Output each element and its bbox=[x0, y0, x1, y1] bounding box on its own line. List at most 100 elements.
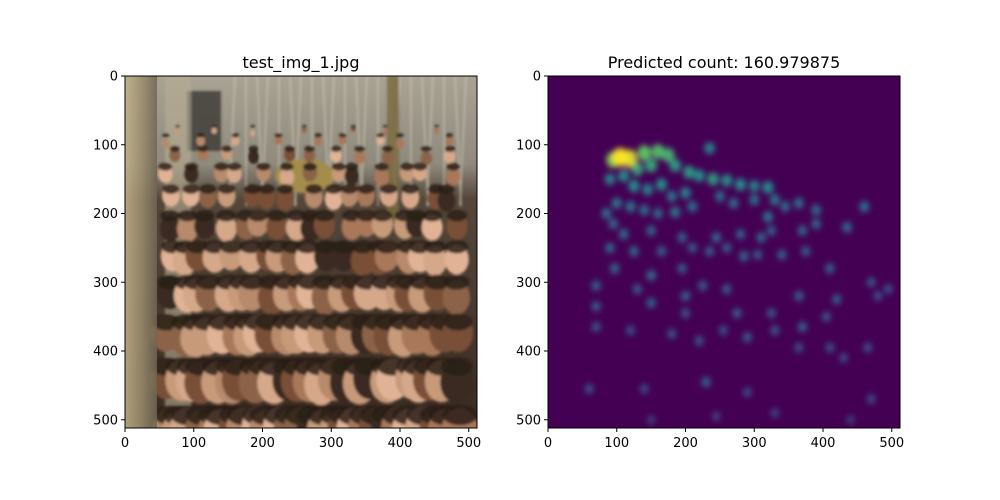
density-blob bbox=[680, 290, 691, 302]
density-blob bbox=[722, 242, 732, 254]
density-xtick-label: 500 bbox=[879, 436, 904, 451]
photo-frame bbox=[124, 75, 478, 429]
photo-xtick-label: 400 bbox=[388, 436, 413, 451]
density-blob bbox=[742, 332, 752, 343]
photo-title: test_img_1.jpg bbox=[243, 53, 360, 73]
photo-xtick-label: 200 bbox=[250, 436, 275, 451]
density-blob bbox=[705, 246, 715, 257]
density-blob bbox=[719, 325, 728, 336]
density-blob bbox=[646, 297, 656, 309]
density-blob bbox=[639, 204, 650, 216]
density-blob bbox=[767, 308, 776, 319]
density-blob bbox=[822, 311, 831, 322]
density-blob bbox=[642, 183, 653, 196]
density-blob bbox=[640, 383, 649, 394]
photo-xtick-label: 0 bbox=[121, 436, 129, 451]
density-blob bbox=[631, 161, 644, 176]
density-blob bbox=[770, 325, 780, 336]
density-ytick-label: 500 bbox=[516, 413, 541, 428]
density-blob bbox=[680, 186, 691, 199]
density-blob bbox=[811, 204, 821, 216]
density-blob bbox=[739, 250, 749, 262]
density-blob bbox=[605, 242, 615, 254]
density-blob bbox=[626, 325, 635, 336]
density-blob bbox=[777, 249, 787, 261]
density-blob bbox=[704, 142, 715, 155]
density-blob bbox=[743, 387, 752, 398]
density-blob bbox=[794, 197, 804, 209]
density-background bbox=[548, 76, 900, 428]
density-blob bbox=[677, 232, 687, 243]
density-blob bbox=[735, 228, 746, 240]
density-xtick-label: 300 bbox=[742, 436, 767, 451]
photo-ytick-label: 100 bbox=[93, 138, 118, 153]
density-blob bbox=[647, 415, 656, 425]
density-xtick-label: 200 bbox=[673, 436, 698, 451]
photo-xtick-label: 100 bbox=[181, 436, 206, 451]
density-blob bbox=[625, 200, 636, 213]
photo-xtick-label: 300 bbox=[319, 436, 344, 451]
density-blob bbox=[797, 225, 808, 237]
density-title: Predicted count: 160.979875 bbox=[608, 53, 841, 72]
density-blob bbox=[591, 321, 601, 332]
density-blob bbox=[825, 263, 835, 274]
density-blob bbox=[632, 283, 642, 295]
density-blob bbox=[670, 206, 681, 218]
density-blob bbox=[669, 158, 681, 172]
density-blob bbox=[732, 308, 742, 319]
density-blob bbox=[651, 144, 665, 160]
density-blob bbox=[693, 169, 705, 183]
density-blob bbox=[839, 353, 848, 363]
density-blob bbox=[646, 269, 656, 281]
density-blob bbox=[753, 249, 763, 260]
density-ytick-label: 0 bbox=[533, 70, 541, 85]
density-ytick-label: 300 bbox=[516, 276, 541, 291]
density-blob bbox=[794, 342, 804, 353]
density-blob bbox=[811, 218, 821, 230]
density-xtick-label: 100 bbox=[604, 436, 629, 451]
density-blob bbox=[873, 291, 883, 301]
density-blob bbox=[863, 342, 872, 353]
density-blob bbox=[762, 181, 774, 194]
density-blob bbox=[769, 194, 780, 206]
density-blob bbox=[701, 376, 711, 388]
density-blob bbox=[780, 201, 790, 213]
photo-ytick-label: 500 bbox=[93, 413, 118, 428]
density-blob bbox=[711, 232, 722, 243]
density-blob bbox=[749, 194, 760, 206]
density-blob bbox=[662, 147, 675, 163]
density-blob bbox=[646, 225, 656, 237]
photo-ytick-label: 300 bbox=[93, 276, 118, 291]
density-blob bbox=[749, 179, 760, 193]
photo-ytick-label: 200 bbox=[93, 207, 118, 222]
density-ytick-label: 100 bbox=[516, 138, 541, 153]
density-blob bbox=[687, 242, 697, 254]
density-blob bbox=[584, 383, 594, 394]
density-axes: Predicted count: 160.979875 0 100 200 300 40… bbox=[516, 53, 904, 451]
density-blob bbox=[722, 283, 732, 295]
photo-ytick-label: 0 bbox=[110, 70, 118, 85]
density-blob bbox=[866, 394, 876, 404]
density-blob bbox=[601, 207, 612, 220]
photo-ytick-label: 400 bbox=[93, 345, 118, 360]
density-blob bbox=[859, 200, 870, 213]
density-blob bbox=[763, 211, 773, 223]
density-blob bbox=[681, 308, 690, 319]
density-blob bbox=[591, 301, 601, 312]
density-blob bbox=[604, 173, 616, 186]
density-blob bbox=[677, 263, 687, 274]
density-blob bbox=[687, 200, 698, 213]
density-blob bbox=[735, 178, 746, 191]
density-xtick-label: 400 bbox=[811, 436, 836, 451]
density-blob bbox=[612, 147, 629, 167]
density-blob bbox=[608, 218, 619, 230]
density-blob bbox=[656, 246, 667, 257]
density-blob bbox=[794, 290, 804, 302]
density-blob bbox=[666, 190, 677, 203]
density-blob bbox=[770, 408, 779, 418]
density-blob bbox=[866, 277, 876, 288]
density-blob bbox=[714, 190, 725, 202]
